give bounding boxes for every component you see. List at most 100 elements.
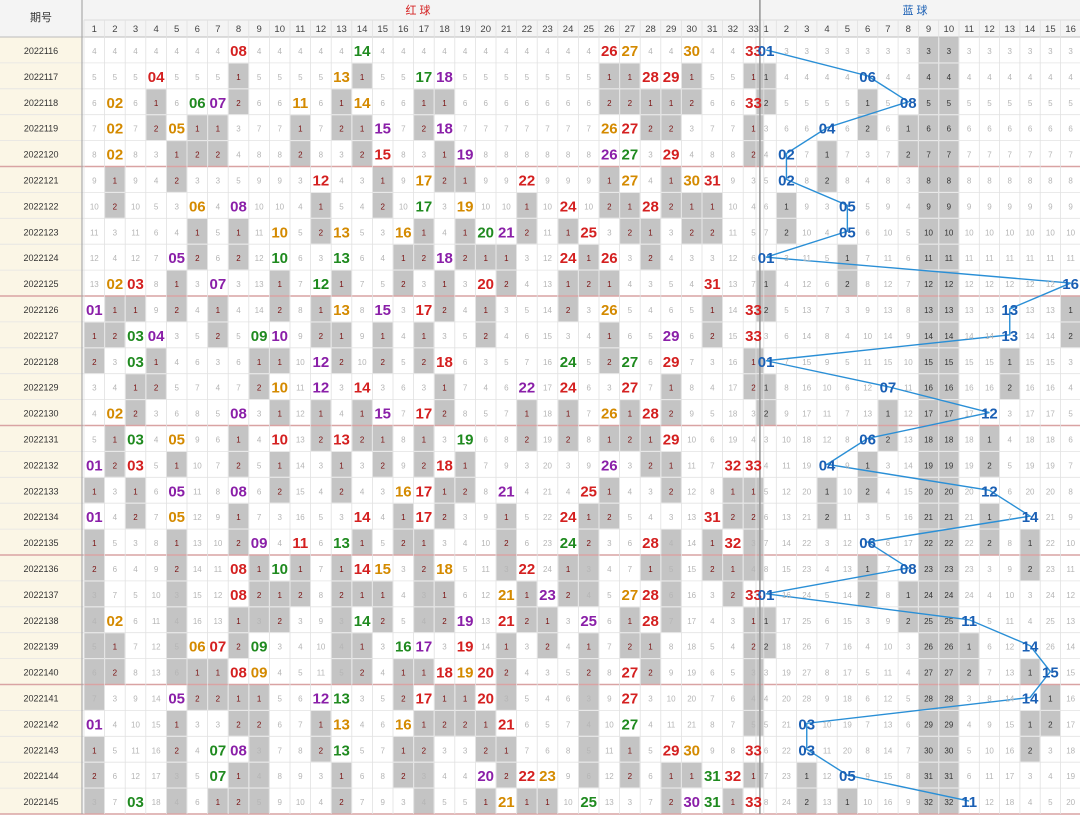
gray-cell — [599, 426, 620, 451]
gray-cell — [979, 529, 1000, 555]
red-ball-number: 15 — [374, 121, 391, 138]
red-miss-count: 2 — [236, 539, 241, 548]
red-miss-count: 1 — [113, 176, 118, 185]
red-ball-number: 17 — [416, 172, 433, 189]
red-miss-count: 6 — [257, 487, 262, 496]
gray-cell — [372, 426, 393, 451]
red-ball-number: 19 — [457, 665, 474, 682]
blue-miss-count: 2 — [865, 487, 870, 496]
red-miss-count: 7 — [154, 254, 159, 263]
red-miss-count: 14 — [152, 694, 161, 703]
red-miss-count: 13 — [255, 280, 264, 289]
gray-cell — [166, 710, 187, 736]
gray-cell — [817, 141, 837, 166]
red-miss-count: 12 — [193, 513, 202, 522]
red-ball-number: 14 — [354, 561, 371, 578]
gray-cell — [743, 710, 764, 736]
blue-miss-count: 16 — [843, 643, 852, 652]
red-ball-number: 23 — [539, 587, 556, 604]
red-miss-count: 2 — [669, 410, 674, 419]
blue-miss-count: 15 — [985, 358, 994, 367]
red-ball-number: 27 — [622, 665, 639, 682]
blue-miss-count: 5 — [886, 513, 891, 522]
period-label: 2022143 — [23, 745, 58, 755]
blue-ball-number: 01 — [758, 250, 775, 267]
blue-miss-count: 12 — [1066, 591, 1075, 600]
blue-miss-count: 3 — [845, 47, 850, 56]
red-miss-count: 9 — [401, 461, 406, 470]
red-miss-count: 14 — [481, 643, 490, 652]
blue-miss-count: 12 — [843, 539, 852, 548]
blue-miss-count: 5 — [764, 487, 769, 496]
gray-cell — [599, 477, 620, 503]
blue-miss-count: 26 — [1046, 643, 1055, 652]
red-ball-number: 13 — [333, 224, 350, 241]
red-ball-number: 28 — [642, 613, 659, 630]
gray-cell — [331, 659, 352, 684]
blue-column-label: 16 — [1065, 24, 1076, 35]
red-miss-count: 10 — [584, 202, 593, 211]
red-miss-count: 16 — [152, 746, 161, 755]
red-miss-count: 5 — [525, 73, 530, 82]
red-miss-count: 6 — [669, 306, 674, 315]
period-label: 2022128 — [23, 357, 58, 367]
blue-miss-count: 16 — [965, 384, 974, 393]
gray-cell — [414, 322, 434, 348]
red-miss-count: 3 — [442, 332, 447, 341]
blue-miss-count: 32 — [924, 798, 933, 807]
gray-cell — [939, 192, 959, 218]
blue-miss-count: 3 — [825, 202, 830, 211]
blue-miss-count: 11 — [945, 254, 954, 263]
blue-miss-count: 10 — [843, 487, 852, 496]
gray-cell — [959, 633, 979, 659]
red-miss-count: 1 — [648, 228, 653, 237]
blue-miss-count: 4 — [764, 694, 769, 703]
red-miss-count: 1 — [174, 151, 179, 160]
blue-miss-count: 14 — [944, 332, 953, 341]
red-column-label: 25 — [583, 24, 594, 35]
red-miss-count: 5 — [257, 798, 262, 807]
blue-miss-count: 2 — [906, 617, 911, 626]
red-miss-count: 4 — [174, 617, 179, 626]
red-miss-count: 2 — [401, 694, 406, 703]
gray-cell — [290, 581, 311, 607]
gray-cell — [228, 426, 249, 451]
red-miss-count: 5 — [154, 461, 159, 470]
blue-miss-count: 3 — [1008, 410, 1013, 419]
gray-cell — [249, 374, 269, 400]
red-ball-number: 07 — [210, 276, 227, 293]
period-label: 2022141 — [23, 693, 58, 703]
gray-cell — [640, 555, 661, 581]
red-miss-count: 3 — [525, 254, 530, 263]
red-miss-count: 10 — [255, 202, 264, 211]
red-column-label: 28 — [645, 24, 656, 35]
red-miss-count: 3 — [463, 746, 468, 755]
blue-miss-count: 11 — [863, 358, 872, 367]
gray-cell — [558, 426, 578, 451]
blue-miss-count: 11 — [904, 384, 913, 393]
blue-miss-count: 29 — [944, 720, 953, 729]
red-ball-number: 25 — [580, 613, 597, 630]
red-ball-number: 12 — [313, 354, 330, 371]
gray-cell — [434, 374, 455, 400]
red-miss-count: 3 — [277, 643, 282, 652]
blue-miss-count: 13 — [985, 306, 994, 315]
blue-miss-count: 11 — [1026, 254, 1035, 263]
gray-cell — [918, 659, 939, 684]
gray-cell — [228, 710, 249, 736]
red-miss-count: 11 — [482, 565, 491, 574]
red-miss-count: 2 — [401, 772, 406, 781]
red-column-label: 1 — [92, 24, 97, 35]
gray-cell — [249, 762, 269, 788]
gray-cell — [228, 762, 249, 788]
red-miss-count: 3 — [504, 565, 509, 574]
blue-miss-count: 7 — [1008, 513, 1013, 522]
red-miss-count: 3 — [236, 125, 241, 134]
red-miss-count: 1 — [319, 410, 324, 419]
red-miss-count: 1 — [339, 280, 344, 289]
gray-cell — [249, 607, 269, 633]
gray-cell — [661, 89, 681, 115]
red-miss-count: 4 — [174, 798, 179, 807]
red-miss-count: 6 — [236, 358, 241, 367]
red-miss-count: 3 — [483, 358, 488, 367]
